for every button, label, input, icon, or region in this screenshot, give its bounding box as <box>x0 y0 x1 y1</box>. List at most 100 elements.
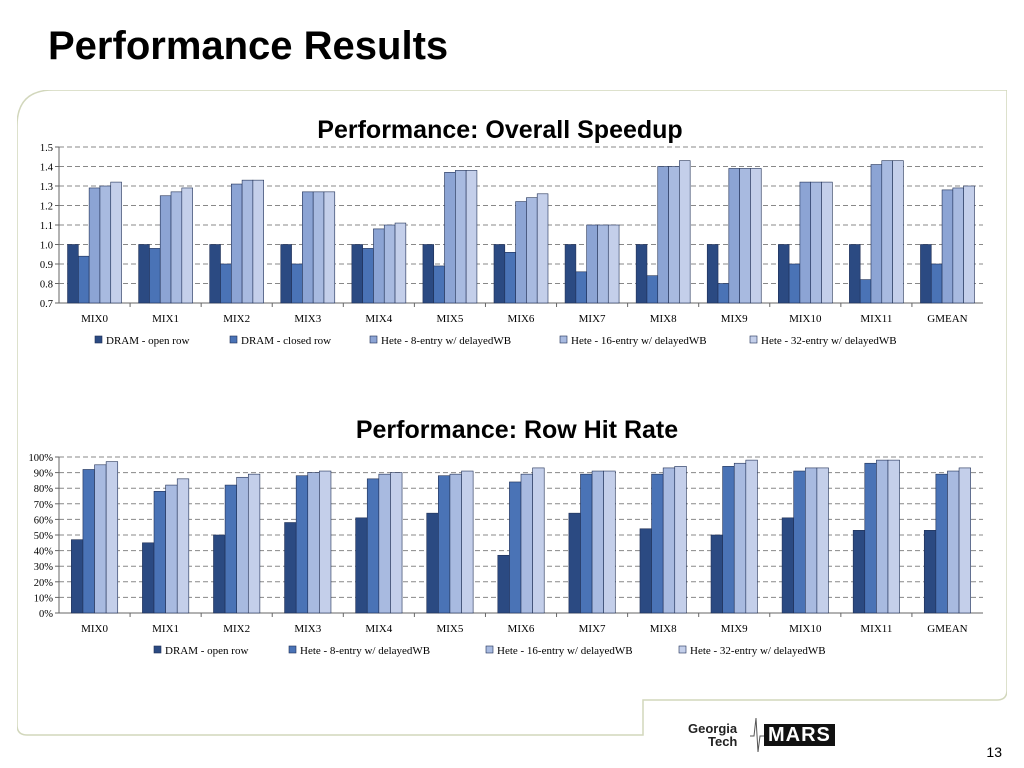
x-tick-label: MIX10 <box>789 313 822 325</box>
bar <box>923 530 937 614</box>
bar <box>657 166 669 304</box>
x-tick-label: MIX4 <box>365 313 392 325</box>
bar <box>515 201 527 304</box>
bar <box>849 244 861 304</box>
page-number: 13 <box>986 744 1002 760</box>
legend-entry: DRAM - closed row <box>241 335 331 347</box>
bar <box>291 263 303 304</box>
bar <box>465 170 478 304</box>
bar <box>963 185 975 304</box>
bar <box>438 475 451 614</box>
legend-entry: Hete - 8-entry w/ delayedWB <box>300 645 430 657</box>
bar <box>295 475 309 614</box>
bar <box>449 473 462 614</box>
bar <box>799 181 812 304</box>
y-tick-label: 1.3 <box>40 182 53 193</box>
bar <box>810 181 822 304</box>
logo-line2: Tech <box>708 734 738 749</box>
bar <box>241 179 254 304</box>
bar <box>236 476 249 614</box>
logo-line1: Georgia <box>688 721 738 736</box>
bar <box>881 160 893 304</box>
y-tick-label: 80% <box>34 484 54 495</box>
x-tick-label: MIX8 <box>650 623 677 635</box>
bar <box>816 467 829 614</box>
legend-entry: Hete - 8-entry w/ delayedWB <box>381 335 511 347</box>
bar <box>597 224 609 304</box>
bar <box>920 244 932 304</box>
bar <box>247 473 261 614</box>
bar <box>864 462 877 614</box>
bar <box>781 517 795 614</box>
x-tick-label: GMEAN <box>927 313 967 325</box>
slide-title: Performance Results <box>48 24 449 68</box>
bar <box>110 181 122 304</box>
legend-entry: Hete - 32-entry w/ delayedWB <box>690 645 826 657</box>
bar <box>67 244 79 304</box>
bar <box>852 530 866 614</box>
charts-canvas: Performance: Overall Speedup 0.7 0.8 0.9 1.0… <box>17 90 1007 736</box>
bar <box>159 195 172 304</box>
bar <box>532 467 545 614</box>
legend-swatch <box>288 645 297 654</box>
y-tick-label: 20% <box>34 578 54 589</box>
bar <box>607 224 620 304</box>
x-tick-label: MIX1 <box>152 313 179 325</box>
row-hit-rate-chart: Performance: Row Hit Rate 0% 10% 20% 30% 40% 5… <box>29 416 983 657</box>
bar <box>433 265 445 304</box>
bar <box>307 472 320 614</box>
x-tick-label: MIX0 <box>81 313 108 325</box>
bar <box>312 191 325 304</box>
bar <box>142 542 155 614</box>
bar <box>394 222 407 304</box>
mars-logo-mark: MARS <box>764 724 835 746</box>
y-tick-label: 1.1 <box>40 221 53 232</box>
bar <box>668 166 680 304</box>
y-tick-label: 0.8 <box>40 280 53 291</box>
bar <box>568 512 581 614</box>
bar <box>71 539 84 614</box>
bar <box>870 164 883 304</box>
bar <box>153 491 166 614</box>
georgia-tech-mars-logo: Georgia Tech MARS <box>686 714 886 754</box>
bar <box>603 470 616 614</box>
x-tick-label: MIX7 <box>579 313 606 325</box>
bar <box>876 459 889 614</box>
x-tick-label: MIX10 <box>789 623 822 635</box>
x-tick-label: MIX5 <box>436 313 463 325</box>
legend-entry: Hete - 16-entry w/ delayedWB <box>497 645 633 657</box>
bar <box>378 473 391 614</box>
bar <box>536 193 549 304</box>
bar <box>181 187 193 304</box>
legend-entry: Hete - 16-entry w/ delayedWB <box>571 335 707 347</box>
bar <box>674 466 687 614</box>
bar <box>728 168 740 304</box>
bar <box>805 467 818 614</box>
y-tick-label: 1.4 <box>40 163 54 174</box>
x-tick-label: MIX6 <box>508 313 535 325</box>
x-tick-label: MIX3 <box>294 623 321 635</box>
bar <box>580 473 593 614</box>
bar <box>679 160 691 304</box>
bar <box>149 248 161 304</box>
bar <box>504 252 516 304</box>
x-tick-label: MIX7 <box>579 623 606 635</box>
x-tick-label: MIX2 <box>223 313 250 325</box>
y-tick-label: 100% <box>29 453 54 464</box>
legend-swatch <box>153 645 162 654</box>
x-tick-label: GMEAN <box>927 623 967 635</box>
legend-swatch <box>94 335 103 344</box>
bar <box>575 271 587 304</box>
bar <box>366 478 380 614</box>
bar <box>930 263 943 304</box>
legend-swatch <box>749 335 758 344</box>
bar <box>651 473 664 614</box>
bar <box>935 473 948 614</box>
bar <box>859 279 872 304</box>
legend-swatch <box>559 335 568 344</box>
bar <box>383 224 396 304</box>
bar <box>717 283 730 304</box>
y-tick-label: 10% <box>34 593 54 604</box>
bar <box>94 464 107 614</box>
bar <box>138 244 150 304</box>
